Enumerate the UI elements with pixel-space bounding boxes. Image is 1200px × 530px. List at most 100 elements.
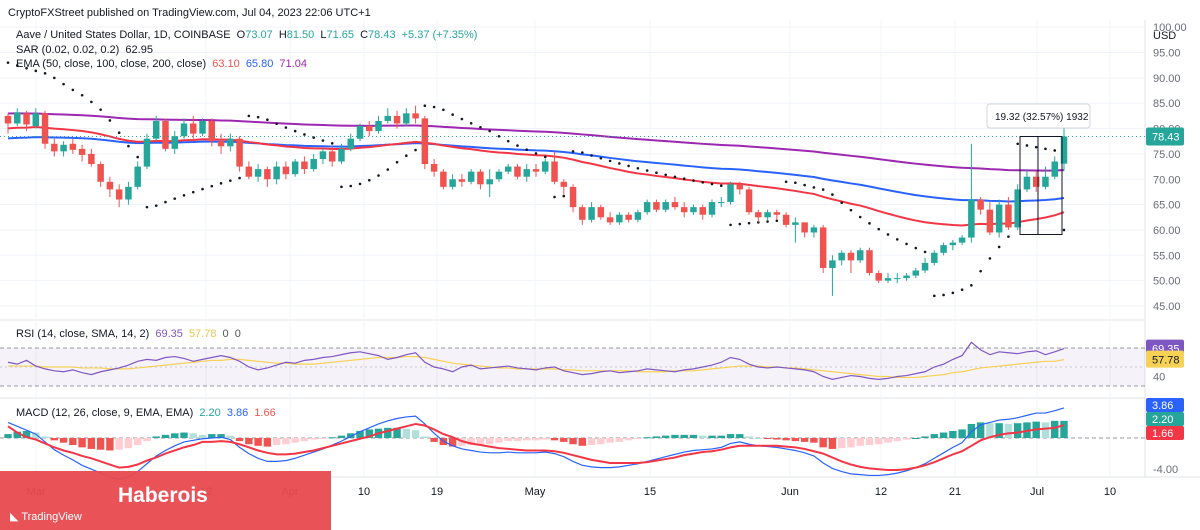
time-tick-label: Jun [781,486,799,498]
ema50-value: 63.10 [212,58,240,70]
candle-body [801,222,808,233]
sar-dot [71,88,75,92]
macd-histogram-bar [13,431,21,438]
macd-histogram-bar [254,438,262,446]
ohlc-change: +5.37 (+7.35%) [401,29,478,41]
candle-body [310,158,317,170]
candle-body [328,151,336,162]
candle-body [4,115,12,124]
symbol-label[interactable]: Aave / United States Dollar, 1D, COINBAS… [16,29,231,41]
candle-body [977,199,984,210]
sar-legend[interactable]: SAR (0.02, 0.02, 0.2) 62.95 [16,44,153,57]
sar-dot [330,142,334,145]
macd-histogram-bar [1004,423,1013,438]
macd-histogram-bar [754,438,763,439]
macd-histogram-bar [245,438,253,445]
sar-dot [590,154,593,157]
candle-body [680,207,688,213]
price-tick-label: 95.00 [1153,48,1181,60]
sar-dot [6,61,10,64]
sar-dot [275,122,278,126]
candle-body [986,209,994,233]
candle-body [643,202,651,213]
candle-body [41,113,49,144]
sar-dot [719,184,723,187]
macd-histogram-bar [504,438,512,442]
sar-dot [414,148,417,152]
sar-value: 62.95 [125,44,153,56]
candle-body [912,270,920,276]
macd-histogram-bar [791,438,800,442]
sar-dot [367,178,371,182]
macd-histogram-bar [189,433,197,438]
candle-body [421,118,429,165]
candle-body [708,202,716,215]
candle-body [504,166,512,172]
sar-dot [1025,144,1029,147]
macd-histogram-bar [1060,420,1068,438]
sar-dot [34,69,38,73]
sar-dot [562,194,566,198]
macd-histogram-bar [597,438,605,445]
candle-body [866,250,873,274]
ohlc-open: 73.07 [245,29,273,41]
macd-histogram-bar [217,434,225,438]
candle-body [366,126,373,132]
macd-histogram-bar [347,433,355,438]
candle-body [477,171,484,185]
last-price-label: 78.43 [1152,132,1180,144]
sar-dot [812,186,816,189]
sar-dot [655,171,658,175]
macd-histogram-bar [837,438,846,449]
candle-body [273,166,280,180]
macd-histogram-bar [661,435,670,438]
macd-histogram-bar [467,438,475,446]
sar-dot [201,187,204,191]
candle-body [1042,176,1049,187]
sar-dot [738,222,742,226]
sar-dot [923,250,927,254]
candle-body [560,181,568,187]
macd-histogram-bar [50,438,59,441]
macd-legend[interactable]: MACD (12, 26, close, 9, EMA, EMA) 2.20 3… [16,407,276,420]
ema-legend[interactable]: EMA (50, close, 100, close, 200, close) … [16,58,307,71]
sar-dot [960,288,964,291]
candle-body [551,161,558,182]
candle-body [653,202,660,210]
sar-dot [25,66,28,70]
macd-histogram-bar [198,434,207,438]
candle-body [245,166,253,177]
candle-body [699,207,706,215]
sar-dot [108,119,112,122]
sar-dot [321,139,325,142]
candle-body [495,171,503,180]
sar-dot [627,164,630,168]
macd-hist-tag [1146,412,1184,426]
macd-histogram-bar [309,438,318,440]
sar-dot [284,126,288,129]
sar-dot [432,105,436,109]
macd-histogram-bar [411,430,420,438]
candle-body [69,143,77,150]
sar-dot [247,114,251,118]
candle-body [338,148,345,162]
measure-label: 19.32 (32.57%) 1932 [995,112,1089,123]
candle-body [162,120,169,149]
tradingview-logo: ◣ TradingView [10,510,82,523]
macd-histogram-bar [587,438,596,446]
rsi-legend[interactable]: RSI (14, close, SMA, 14, 2) 69.35 57.78 … [16,328,241,341]
macd-histogram-bar [912,438,920,439]
candle-body [940,245,947,253]
ohlc-close-label: C [360,29,369,41]
sar-dot [154,204,158,207]
rsi-extra-2: 0 [234,328,241,340]
price-tick-label: 90.00 [1153,73,1181,85]
sar-dot [868,222,871,225]
candle-body [1023,176,1031,190]
macd-histogram-bar [569,438,577,445]
sar-dot [942,293,945,297]
ema100-line [7,136,1065,203]
macd-histogram-bar [402,428,411,438]
macd-histogram-bar [773,438,781,440]
